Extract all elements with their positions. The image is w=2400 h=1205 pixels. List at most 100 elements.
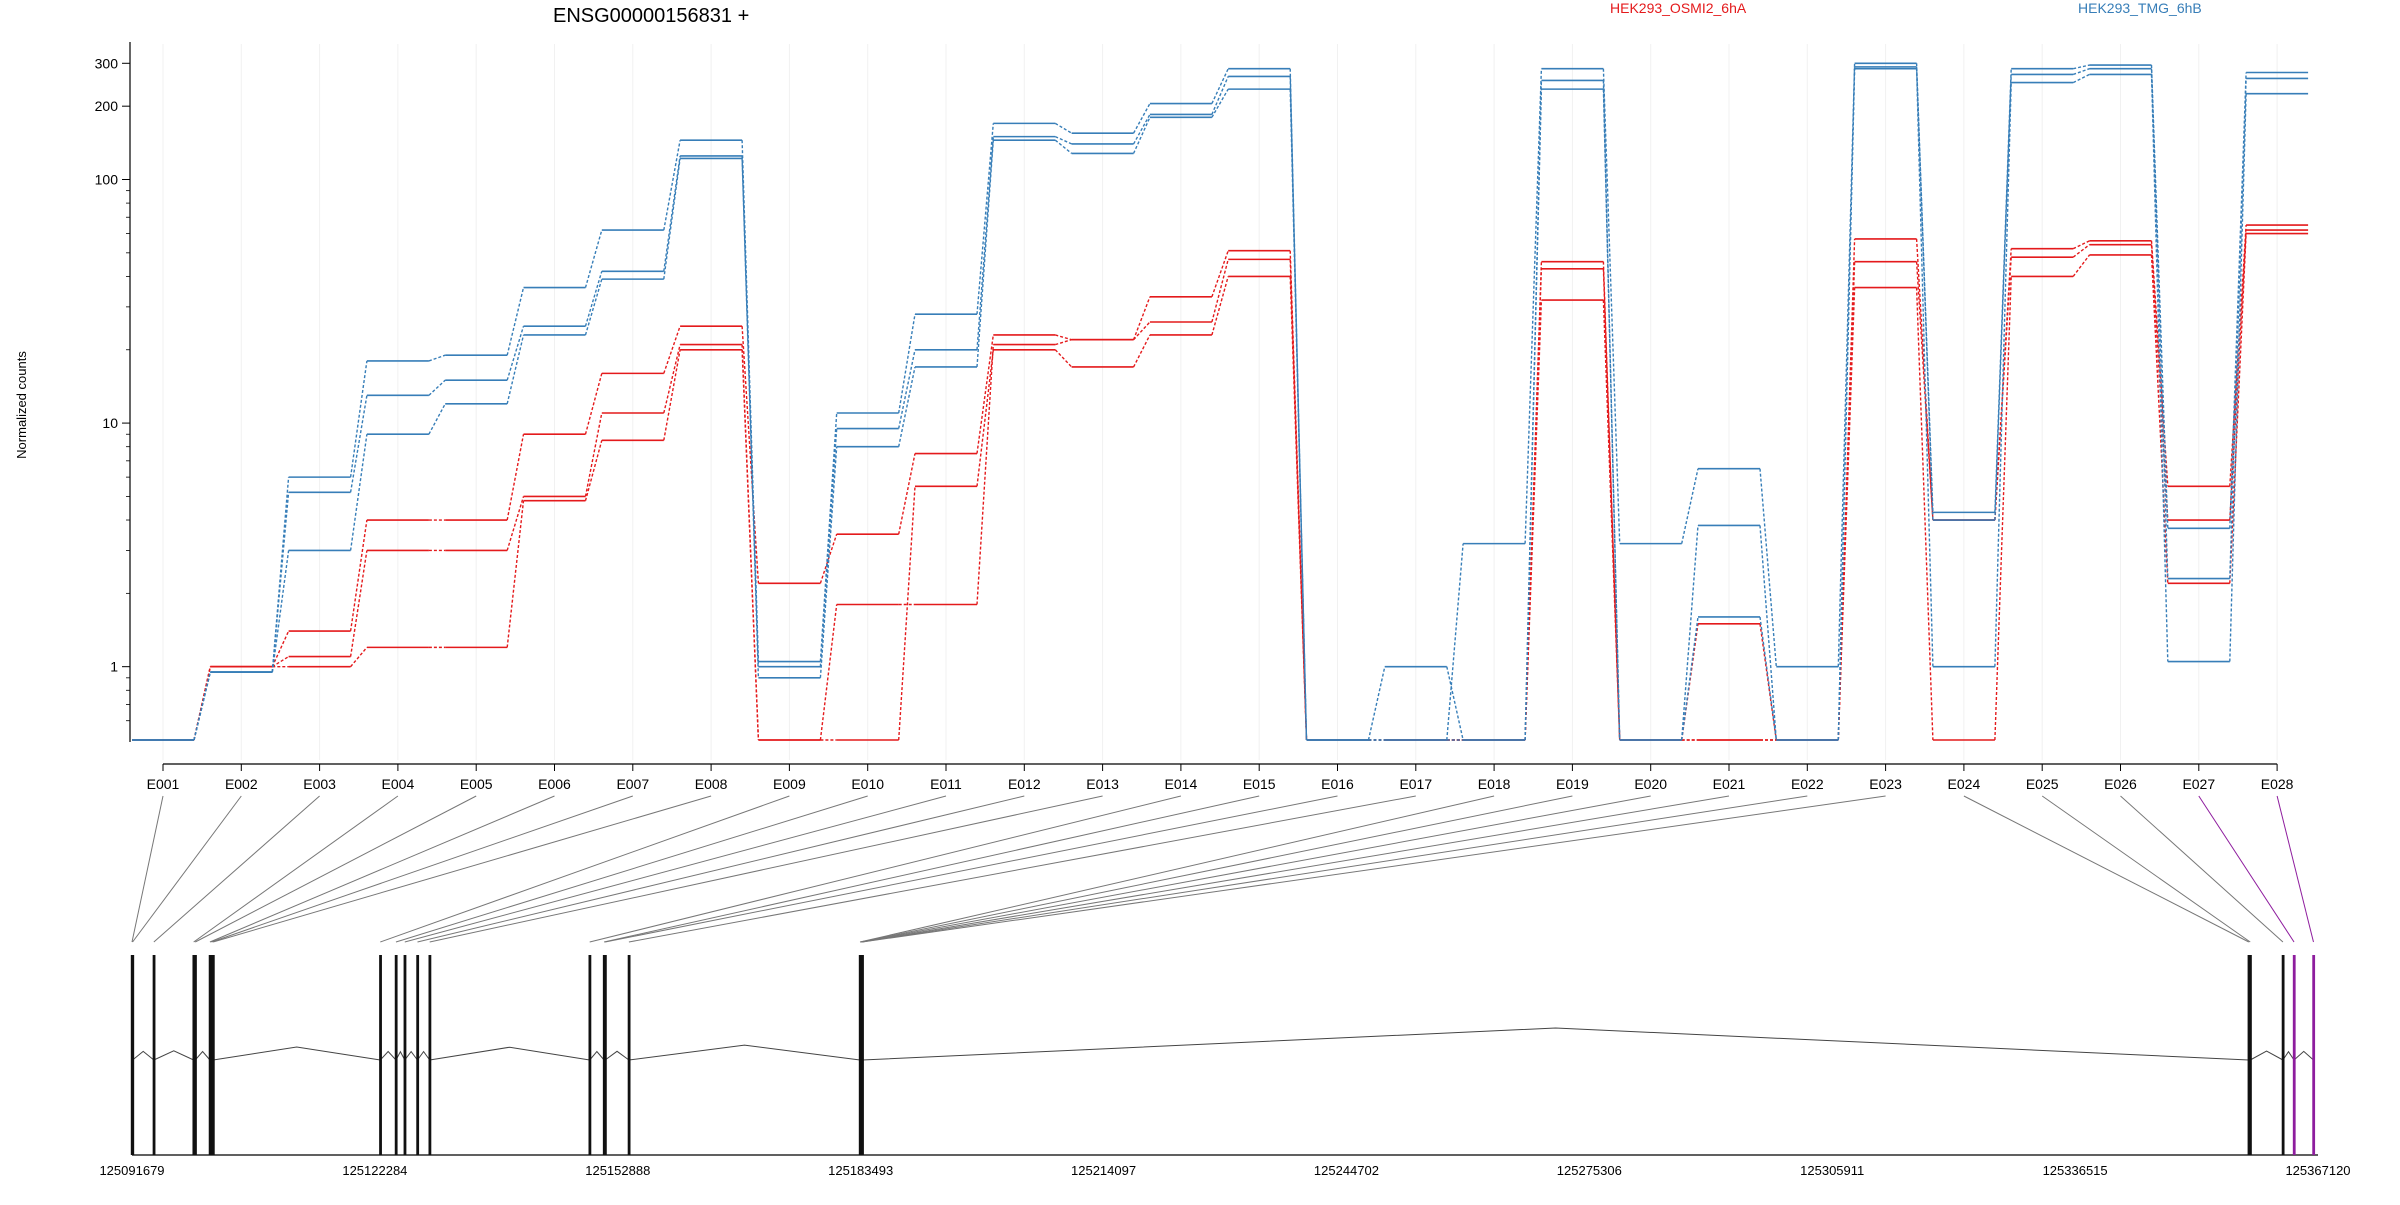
data-connector xyxy=(819,446,838,678)
exon-connector xyxy=(209,795,555,943)
data-connector xyxy=(1211,259,1229,323)
data-connector xyxy=(1602,300,1621,741)
coordinate-label: 125152888 xyxy=(585,1163,650,1178)
data-connector xyxy=(1054,349,1073,368)
data-connector xyxy=(1289,259,1308,741)
data-connector xyxy=(1759,623,1777,741)
intron-line xyxy=(213,1046,381,1061)
data-connector xyxy=(1289,89,1308,741)
y-axis-label: Normalized counts xyxy=(14,351,29,459)
x-tick-label: E006 xyxy=(538,776,571,792)
x-tick-label: E028 xyxy=(2261,776,2294,792)
data-connector xyxy=(2072,68,2090,76)
data-connector xyxy=(506,287,525,356)
x-tick-label: E020 xyxy=(1634,776,1667,792)
exon-box xyxy=(210,955,214,1155)
data-connector xyxy=(741,158,760,678)
intron-line xyxy=(417,1050,431,1061)
exon-connector xyxy=(193,795,399,943)
x-tick-label: E009 xyxy=(773,776,806,792)
data-connector xyxy=(584,229,603,288)
exon-connector xyxy=(603,795,1260,943)
exon-connector xyxy=(628,795,1416,943)
exon-box xyxy=(2281,955,2285,1155)
data-connector xyxy=(663,325,681,374)
exon-connector xyxy=(605,795,1338,943)
data-connector xyxy=(898,314,916,414)
exon-connector xyxy=(195,795,477,943)
coordinate-label: 125244702 xyxy=(1314,1163,1379,1178)
coordinate-label: 125183493 xyxy=(828,1163,893,1178)
data-connector xyxy=(1681,468,1699,544)
data-connector xyxy=(1055,339,1072,346)
data-connector xyxy=(663,140,681,231)
data-connector xyxy=(898,453,916,535)
exon-box xyxy=(379,955,382,1155)
data-connector xyxy=(193,671,211,741)
data-connector xyxy=(1759,616,1777,741)
exon-connector xyxy=(132,795,242,943)
data-connector xyxy=(584,440,603,501)
exon-box xyxy=(394,955,398,1155)
data-connector xyxy=(663,344,681,414)
data-connector xyxy=(584,412,603,497)
x-tick-label: E025 xyxy=(2026,776,2059,792)
x-tick-label: E003 xyxy=(303,776,336,792)
exon-connector xyxy=(861,795,1730,943)
x-tick-label: E027 xyxy=(2182,776,2215,792)
data-connector xyxy=(1994,257,2012,521)
series-0 xyxy=(132,224,2309,741)
exon-box xyxy=(211,955,215,1155)
data-connector xyxy=(1915,66,1934,521)
exon-connector xyxy=(404,795,947,943)
data-connector xyxy=(663,158,681,280)
data-connector xyxy=(741,326,760,584)
x-tick-label: E008 xyxy=(695,776,728,792)
exon-connector xyxy=(2041,795,2251,943)
exon-connector xyxy=(862,795,1886,943)
coordinate-label: 125122284 xyxy=(342,1163,407,1178)
exon-box xyxy=(152,955,156,1155)
data-connector xyxy=(663,349,681,441)
intron-line xyxy=(628,1044,861,1061)
x-tick-label: E007 xyxy=(616,776,649,792)
y-tick-label: 100 xyxy=(95,172,119,188)
data-connector xyxy=(1132,334,1151,368)
data-connector xyxy=(976,344,994,605)
data-connector xyxy=(428,354,446,362)
x-tick-label: E004 xyxy=(382,776,415,792)
data-connector xyxy=(428,403,446,435)
data-connector xyxy=(1133,321,1151,341)
data-connector xyxy=(1681,525,1699,741)
data-connector xyxy=(1759,468,1777,667)
exon-box xyxy=(428,955,432,1155)
data-connector xyxy=(2150,244,2169,521)
data-connector xyxy=(1132,114,1151,145)
gene-model: 125091679 125122284 125152888 125183493 1252… xyxy=(99,795,2351,1178)
data-connector xyxy=(506,325,525,381)
data-connector xyxy=(506,434,525,521)
data-connector xyxy=(1759,525,1777,741)
data-connector xyxy=(2072,254,2091,277)
data-connector xyxy=(819,428,838,667)
exon-connector xyxy=(1963,795,2250,943)
intron-line xyxy=(2293,1050,2314,1061)
x-tick-label: E001 xyxy=(147,776,180,792)
data-connector xyxy=(1446,543,1464,741)
x-tick-label: E011 xyxy=(930,776,962,792)
y-tick-label: 10 xyxy=(102,415,118,431)
intron-line xyxy=(2282,1050,2295,1061)
data-connector xyxy=(1132,296,1151,340)
series-1 xyxy=(132,229,2309,741)
data-connector xyxy=(271,655,289,668)
data-connector xyxy=(349,395,368,493)
x-tick-label: E014 xyxy=(1165,776,1198,792)
x-tick-label: E015 xyxy=(1243,776,1276,792)
data-connector xyxy=(1837,63,1856,667)
data-connector xyxy=(1211,250,1229,298)
data-connector xyxy=(1211,76,1229,115)
data-connector xyxy=(819,533,838,584)
intron-line xyxy=(132,1050,155,1061)
coordinate-label: 125367120 xyxy=(2285,1163,2350,1178)
exon-connector xyxy=(395,795,868,943)
